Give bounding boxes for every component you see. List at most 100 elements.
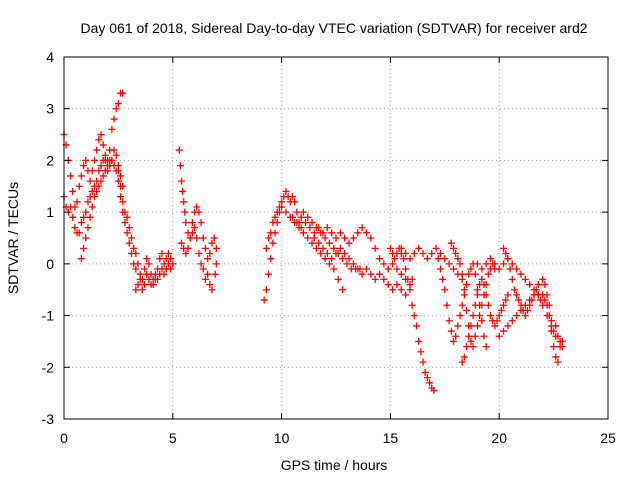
data-point xyxy=(80,162,88,170)
data-point xyxy=(467,337,475,345)
data-point xyxy=(454,255,462,263)
data-points xyxy=(60,89,566,395)
data-point xyxy=(145,260,153,268)
data-point xyxy=(211,270,219,278)
data-point xyxy=(293,208,301,216)
data-point xyxy=(117,182,125,190)
data-point xyxy=(482,343,490,351)
data-point xyxy=(319,229,327,237)
data-point xyxy=(367,234,375,242)
data-point xyxy=(389,286,397,294)
data-point xyxy=(164,260,172,268)
data-point xyxy=(158,250,166,258)
data-point xyxy=(180,198,188,206)
data-point xyxy=(325,239,333,247)
data-point xyxy=(265,270,273,278)
data-point xyxy=(508,260,516,268)
data-point xyxy=(556,343,564,351)
data-point xyxy=(308,239,316,247)
x-tick-label: 25 xyxy=(600,430,616,446)
data-point xyxy=(179,187,187,195)
data-point xyxy=(526,296,534,304)
data-point xyxy=(317,250,325,258)
y-tick-label: 3 xyxy=(46,101,54,117)
data-point xyxy=(432,244,440,252)
data-point xyxy=(376,270,384,278)
data-point xyxy=(212,260,220,268)
data-point xyxy=(339,255,347,263)
data-point xyxy=(178,239,186,247)
data-point xyxy=(493,317,501,325)
y-tick-labels: -3 -2 -1 0 1 2 3 4 xyxy=(42,49,55,427)
data-point xyxy=(504,255,512,263)
data-point xyxy=(419,250,427,258)
data-point xyxy=(119,89,127,97)
series-seg10 xyxy=(288,213,416,289)
data-point xyxy=(349,260,357,268)
data-point xyxy=(156,255,164,263)
data-point xyxy=(384,265,392,273)
data-point xyxy=(328,229,336,237)
data-point xyxy=(458,358,466,366)
data-point xyxy=(206,281,214,289)
data-point xyxy=(463,306,471,314)
data-point xyxy=(484,270,492,278)
data-point xyxy=(513,265,521,273)
data-point xyxy=(90,156,98,164)
data-point xyxy=(117,172,125,180)
data-point xyxy=(367,270,375,278)
data-point xyxy=(86,177,94,185)
data-point xyxy=(188,229,196,237)
data-point xyxy=(471,332,479,340)
data-point xyxy=(495,265,503,273)
data-point xyxy=(82,156,90,164)
data-point xyxy=(478,265,486,273)
data-point xyxy=(336,244,344,252)
data-point xyxy=(393,265,401,273)
data-point xyxy=(480,332,488,340)
data-point xyxy=(208,239,216,247)
data-point xyxy=(463,281,471,289)
data-point xyxy=(452,250,460,258)
axis-ticks xyxy=(63,56,609,420)
data-point xyxy=(482,291,490,299)
data-point xyxy=(138,286,146,294)
data-point xyxy=(193,203,201,211)
data-point xyxy=(332,234,340,242)
data-point xyxy=(262,244,270,252)
data-point xyxy=(523,306,531,314)
data-point xyxy=(354,265,362,273)
data-point xyxy=(312,244,320,252)
data-point xyxy=(508,317,516,325)
data-point xyxy=(201,244,209,252)
data-point xyxy=(402,250,410,258)
data-point xyxy=(208,286,216,294)
data-point xyxy=(441,255,449,263)
data-point xyxy=(195,208,203,216)
data-point xyxy=(430,387,438,395)
data-point xyxy=(415,337,423,345)
data-point xyxy=(104,162,112,170)
data-point xyxy=(297,224,305,232)
data-point xyxy=(471,301,479,309)
series-seg7 xyxy=(178,203,220,278)
data-point xyxy=(349,234,357,242)
series-seg13 xyxy=(397,244,466,283)
data-point xyxy=(391,255,399,263)
data-point xyxy=(204,270,212,278)
data-point xyxy=(325,260,333,268)
y-tick-label: 0 xyxy=(46,256,54,272)
data-point xyxy=(362,229,370,237)
data-point xyxy=(315,224,323,232)
y-axis-label: SDTVAR / TECUs xyxy=(5,182,21,294)
data-point xyxy=(502,296,510,304)
data-point xyxy=(500,301,508,309)
data-point xyxy=(500,327,508,335)
data-point xyxy=(267,229,275,237)
data-point xyxy=(478,301,486,309)
data-point xyxy=(112,151,120,159)
data-point xyxy=(175,146,183,154)
data-point xyxy=(513,291,521,299)
data-point xyxy=(410,250,418,258)
data-point xyxy=(80,213,88,221)
